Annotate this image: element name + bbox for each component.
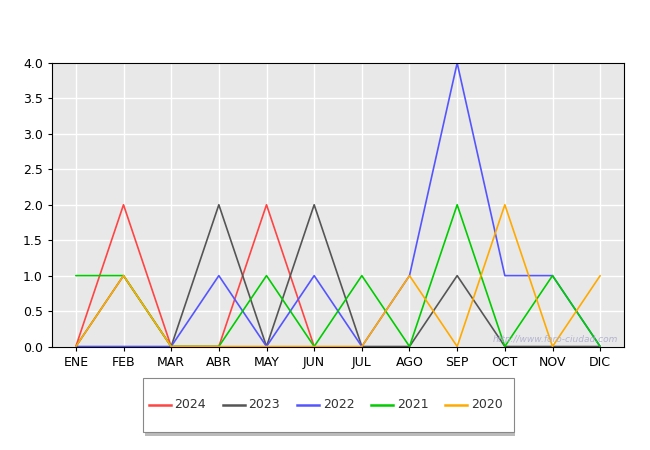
Text: 2020: 2020 bbox=[471, 399, 502, 411]
Text: Matriculaciones de Vehiculos en San Cristóbal de la Polantera: Matriculaciones de Vehiculos en San Cris… bbox=[70, 18, 580, 36]
Text: 2023: 2023 bbox=[248, 399, 280, 411]
FancyBboxPatch shape bbox=[143, 378, 514, 432]
Text: 2021: 2021 bbox=[396, 399, 428, 411]
FancyBboxPatch shape bbox=[145, 382, 515, 436]
Text: 2022: 2022 bbox=[322, 399, 354, 411]
Text: http://www.foro-ciudad.com: http://www.foro-ciudad.com bbox=[493, 335, 618, 344]
Text: 2024: 2024 bbox=[174, 399, 206, 411]
